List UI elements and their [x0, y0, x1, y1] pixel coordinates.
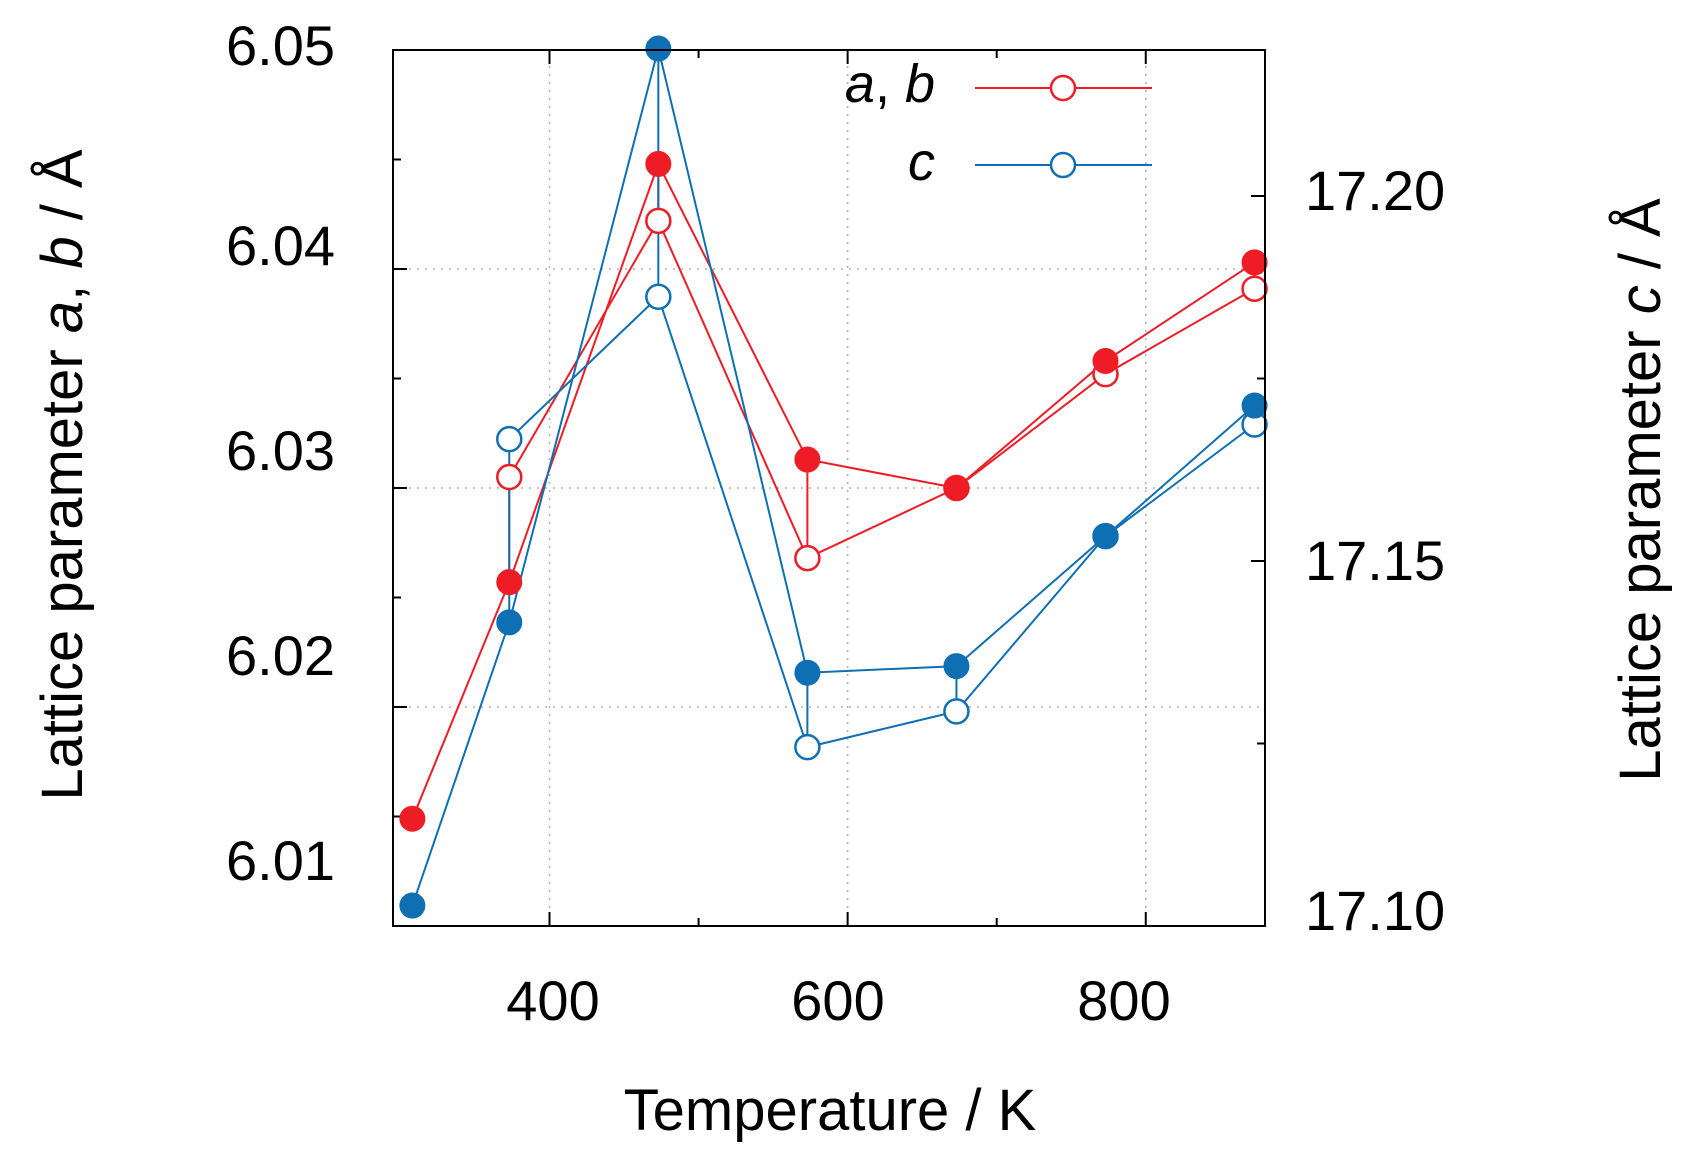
data-point — [1092, 523, 1119, 550]
y-left-tick-label: 6.05 — [226, 14, 335, 77]
legend-label-ab: a, b — [845, 54, 935, 114]
data-point — [645, 35, 672, 62]
data-point — [1241, 249, 1268, 276]
series-line — [411, 161, 1256, 820]
data-point — [943, 698, 970, 725]
data-point — [399, 892, 426, 919]
x-axis-title: Temperature / K — [624, 1078, 1037, 1143]
data-series — [399, 35, 1268, 919]
y-right-tick-label: 17.15 — [1305, 529, 1445, 592]
y-right-tick-label: 17.20 — [1305, 159, 1445, 222]
data-point — [1241, 392, 1268, 419]
data-point — [496, 425, 523, 453]
data-point — [496, 569, 523, 596]
data-point — [794, 733, 821, 761]
y-right-axis-title: Lattice parameter c / Å — [1608, 198, 1673, 782]
series-line — [508, 294, 1256, 749]
y-left-axis-title: Lattice parameter a, b / Å — [30, 149, 95, 801]
plot-frame — [392, 49, 1266, 927]
y-left-tick-label: 6.02 — [226, 624, 335, 687]
x-tick-label: 800 — [1077, 969, 1170, 1032]
y-right-tick-label: 17.10 — [1305, 879, 1445, 942]
data-point — [943, 653, 970, 680]
series-line — [508, 218, 1256, 560]
data-point — [399, 805, 426, 832]
y-left-tick-label: 6.03 — [226, 419, 335, 482]
data-point — [645, 283, 672, 310]
y-left-tick-label: 6.04 — [226, 214, 335, 277]
data-point — [1241, 275, 1268, 302]
axis-ticks — [393, 49, 1265, 927]
data-point — [943, 475, 970, 501]
data-point — [1092, 347, 1119, 374]
legend-marker-c — [1049, 151, 1077, 179]
data-point — [496, 463, 523, 491]
legend-label-c: c — [908, 132, 935, 192]
data-point — [794, 659, 821, 686]
data-point — [645, 150, 672, 177]
y-left-tick-label: 6.01 — [226, 829, 335, 892]
x-tick-label: 600 — [791, 969, 884, 1032]
grid-lines — [393, 50, 1265, 926]
x-tick-label: 400 — [506, 969, 599, 1032]
data-point — [794, 446, 821, 473]
legend: a, b c — [845, 54, 1152, 192]
legend-marker-ab — [1049, 74, 1077, 102]
data-point — [496, 609, 523, 636]
data-point — [794, 544, 821, 572]
data-point — [645, 207, 672, 235]
series-line — [411, 48, 1256, 906]
